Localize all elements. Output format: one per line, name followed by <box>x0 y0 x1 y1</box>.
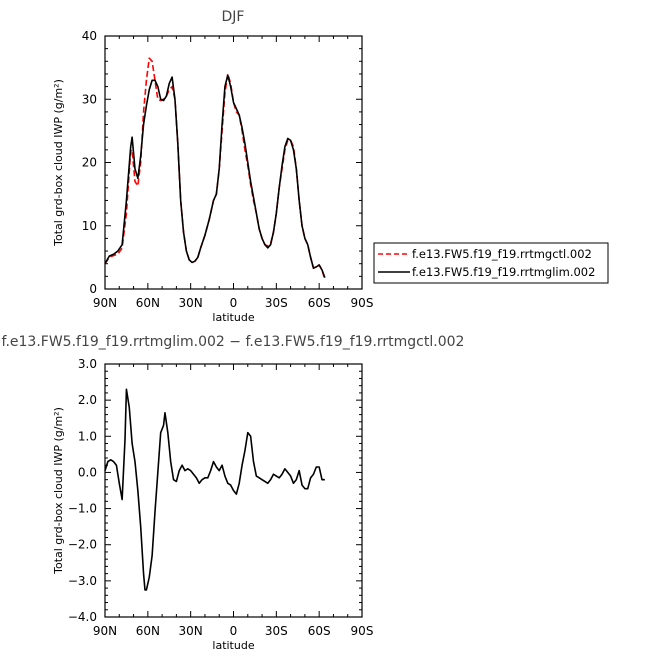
x-tick-label: 60S <box>308 296 331 310</box>
top-panel-chart: DJF 0 10 20 30 40 90N 60N 30N 0 30S 60S 90S latitude T… <box>52 9 609 324</box>
x-tick-label: 30S <box>265 624 288 638</box>
x-tick-label: 0 <box>230 624 238 638</box>
y-tick-label: −1.0 <box>68 502 97 516</box>
y-tick-label: 10 <box>82 219 97 233</box>
x-tick-label: 90S <box>351 296 374 310</box>
series-line-0 <box>104 57 326 280</box>
y-tick-label: 40 <box>82 29 97 43</box>
y-tick-label: 20 <box>82 156 97 170</box>
legend-box <box>373 242 609 284</box>
x-tick-label: 30S <box>265 296 288 310</box>
y-tick-label: 0 <box>89 282 97 296</box>
legend-label-0: f.e13.FW5.f19_f19.rrtmgctl.002 <box>412 247 592 261</box>
x-tick-label: 90S <box>351 624 374 638</box>
x-tick-label: 30N <box>179 624 203 638</box>
x-tick-label: 60N <box>136 624 160 638</box>
x-axis-label: latitude <box>212 311 254 324</box>
y-axis-label: Total grd-box cloud IWP (g/m²) <box>52 407 65 575</box>
y-tick-label: 2.0 <box>78 393 97 407</box>
y-tick-label: 3.0 <box>78 357 97 371</box>
x-axis-label: latitude <box>212 639 254 652</box>
y-tick-label: 0.0 <box>78 465 97 479</box>
chart-title: f.e13.FW5.f19_f19.rrtmglim.002 − f.e13.F… <box>2 334 465 350</box>
y-tick-label: −3.0 <box>68 574 97 588</box>
x-tick-label: 90N <box>93 296 117 310</box>
x-tick-label: 60N <box>136 296 160 310</box>
x-tick-label: 30N <box>179 296 203 310</box>
difference-panel-chart: f.e13.FW5.f19_f19.rrtmglim.002 − f.e13.F… <box>2 334 465 652</box>
plot-frame <box>104 35 363 290</box>
x-tick-label: 60S <box>308 624 331 638</box>
x-tick-label: 0 <box>230 296 238 310</box>
y-tick-label: 1.0 <box>78 429 97 443</box>
series-line-0 <box>104 388 325 591</box>
y-tick-label: −2.0 <box>68 538 97 552</box>
x-tick-label: 90N <box>93 624 117 638</box>
y-tick-label: −4.0 <box>68 610 97 624</box>
y-tick-label: 30 <box>82 92 97 106</box>
legend-label-1: f.e13.FW5.f19_f19.rrtmglim.002 <box>412 265 595 279</box>
y-axis-label: Total grd-box cloud IWP (g/m²) <box>52 79 65 247</box>
series-line-1 <box>104 74 326 278</box>
chart-title: DJF <box>222 9 245 25</box>
